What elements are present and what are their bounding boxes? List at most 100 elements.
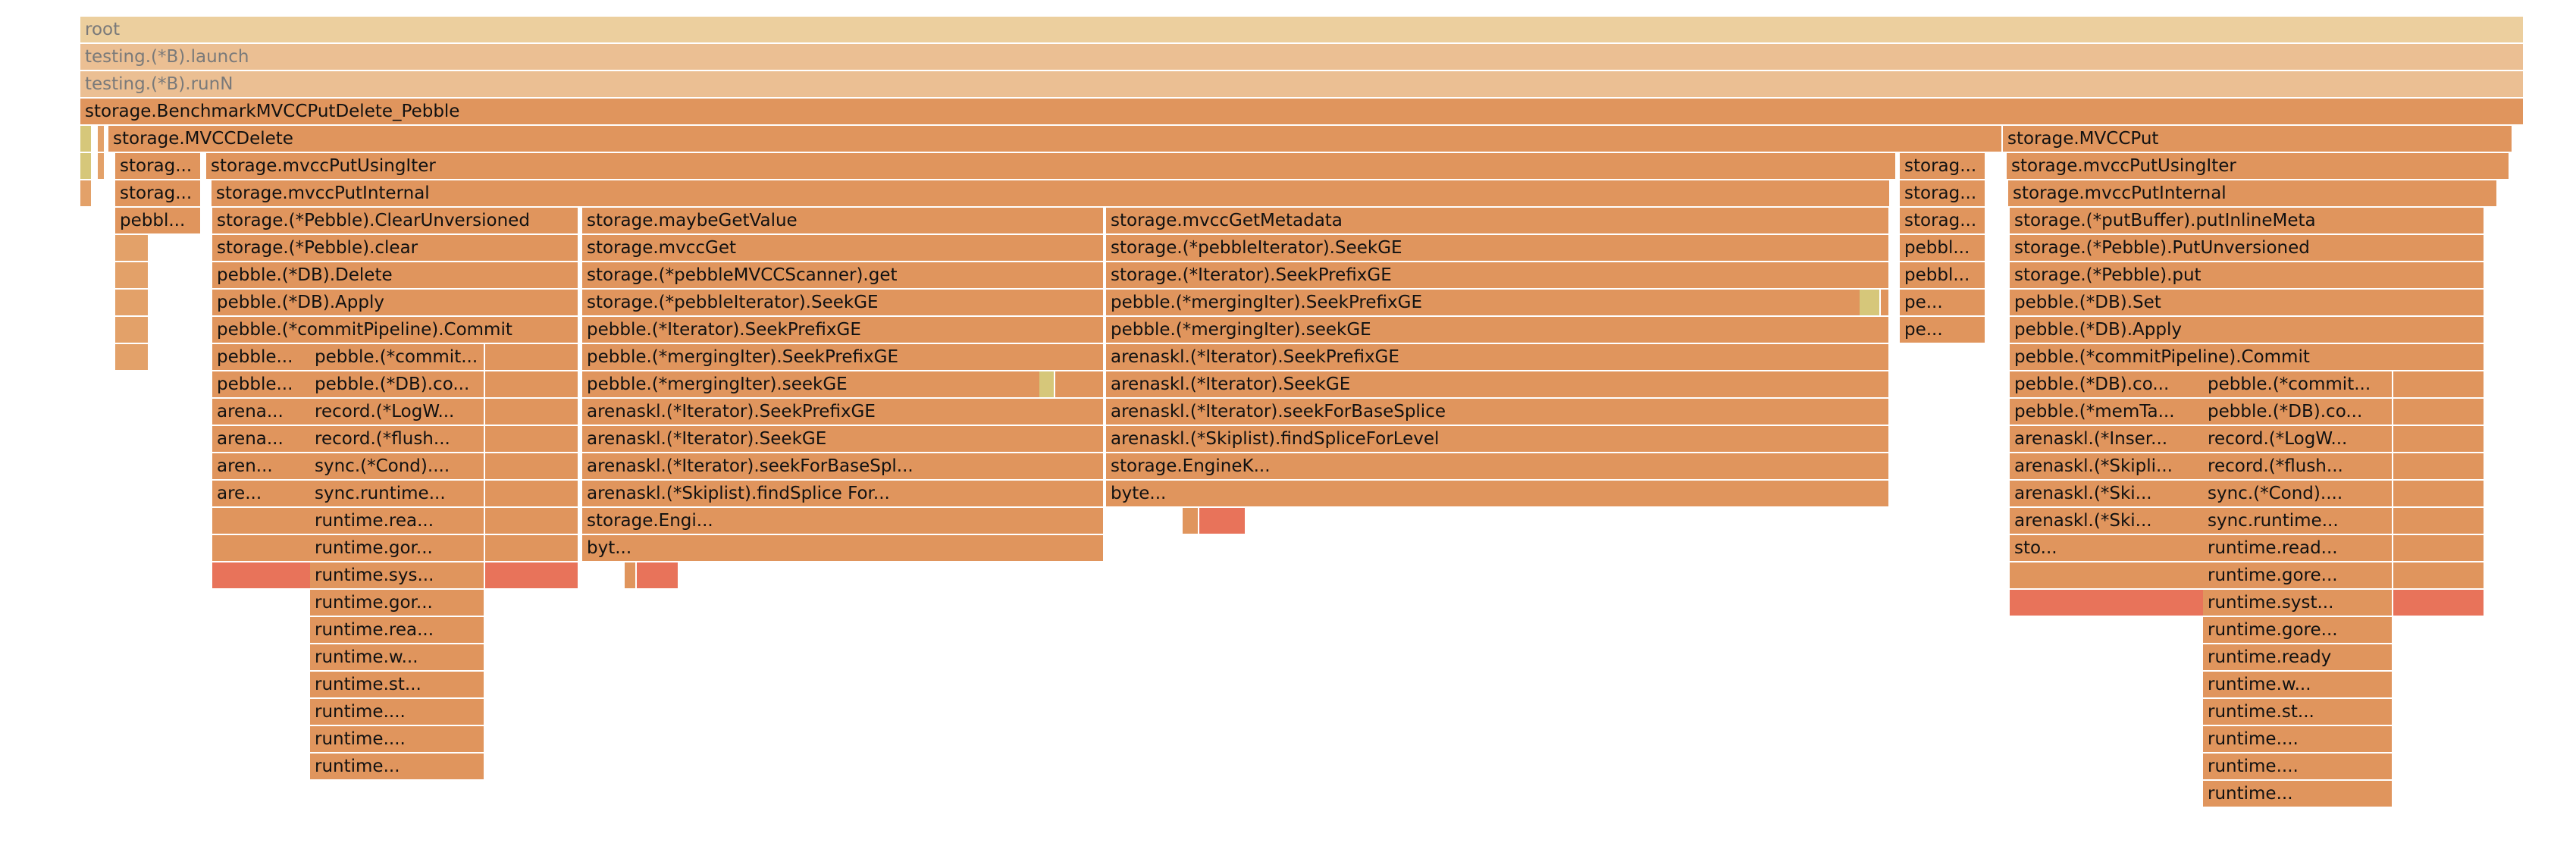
flame-frame[interactable]: storage.EngineK... [1106, 453, 1890, 479]
flame-frame[interactable]: arenaskl.(*Skiplist).findSpliceForLevel [1106, 426, 1890, 452]
flame-frame[interactable]: runtime... [310, 754, 485, 779]
flame-frame[interactable]: storage.MVCCDelete [108, 126, 2003, 152]
flame-frame[interactable]: root [80, 17, 2524, 42]
flame-frame[interactable]: sync.runtime... [310, 481, 485, 506]
flame-frame[interactable]: pebble.(*DB).co... [2203, 399, 2393, 425]
flame-frame[interactable]: arenaskl.(*Iterator).SeekGE [1106, 371, 1890, 397]
flame-frame[interactable]: storage.(*Pebble).clear [212, 235, 579, 261]
flame-frame[interactable]: storage.(*Pebble).ClearUnversioned [212, 208, 579, 233]
flame-frame[interactable] [80, 153, 92, 179]
flame-frame[interactable]: storag... [1900, 153, 1986, 179]
flame-frame[interactable]: pebble.(*mergingIter).SeekPrefixGE [582, 344, 1105, 370]
flame-frame[interactable] [115, 262, 149, 288]
flame-frame[interactable]: runtime.... [2203, 754, 2393, 779]
flame-frame[interactable]: runtime.gor... [310, 590, 485, 616]
flame-frame[interactable]: pebble.(*commitPipeline).Commit [212, 317, 579, 343]
flame-frame[interactable]: sync.(*Cond).... [310, 453, 485, 479]
flame-frame[interactable]: arenaskl.(*Iterator).seekForBaseSplice [1106, 399, 1890, 425]
flame-frame[interactable]: pebble.(*commitPipeline).Commit [2010, 344, 2485, 370]
flame-frame[interactable]: runtime.gore... [2203, 562, 2393, 588]
flame-frame[interactable]: storage.maybeGetValue [582, 208, 1105, 233]
flame-frame[interactable]: storage.(*pebbleIterator).SeekGE [1106, 235, 1890, 261]
flame-frame[interactable]: storag... [115, 153, 202, 179]
flame-frame[interactable] [1039, 371, 1055, 397]
flame-frame[interactable] [1860, 290, 1881, 315]
flame-frame[interactable]: byte... [1106, 481, 1890, 506]
flame-frame[interactable]: runtime.rea... [310, 617, 485, 643]
flame-frame[interactable] [98, 153, 105, 179]
flame-frame[interactable]: arenaskl.(*Iterator).SeekGE [582, 426, 1105, 452]
flame-frame[interactable]: pebble.(*Iterator).SeekPrefixGE [582, 317, 1105, 343]
flame-frame[interactable]: pe... [1900, 317, 1986, 343]
flame-frame[interactable]: pebble.(*mergingIter).seekGE [582, 371, 1105, 397]
flame-frame[interactable]: runtime.sys... [310, 562, 485, 588]
flame-frame[interactable]: runtime.w... [310, 644, 485, 670]
flame-frame[interactable]: pebble.(*commit... [2203, 371, 2393, 397]
flame-frame[interactable]: arenaskl.(*Iterator).SeekPrefixGE [1106, 344, 1890, 370]
flame-frame[interactable]: arenaskl.(*Iterator).seekForBaseSpl... [582, 453, 1105, 479]
flame-frame[interactable]: pebbl... [1900, 235, 1986, 261]
flame-frame[interactable]: pebble.(*DB).Apply [2010, 317, 2485, 343]
flame-frame[interactable] [637, 562, 679, 588]
flame-frame[interactable]: storage.Engi... [582, 508, 1105, 534]
flame-frame[interactable]: pebble.(*DB).Delete [212, 262, 579, 288]
flame-frame[interactable]: sync.runtime... [2203, 508, 2393, 534]
flame-frame[interactable] [625, 562, 637, 588]
flame-frame[interactable] [98, 126, 105, 152]
flame-frame[interactable] [115, 235, 149, 261]
flame-frame[interactable] [115, 317, 149, 343]
flame-frame[interactable]: runtime.w... [2203, 672, 2393, 697]
flame-frame[interactable]: storag... [1900, 180, 1986, 206]
flame-frame[interactable]: pe... [1900, 290, 1986, 315]
flame-frame[interactable]: arenaskl.(*Iterator).SeekPrefixGE [582, 399, 1105, 425]
flame-frame[interactable]: storage.(*Pebble).PutUnversioned [2010, 235, 2485, 261]
flame-frame[interactable] [115, 344, 149, 370]
flame-frame[interactable]: storage.MVCCPut [2003, 126, 2513, 152]
flame-frame[interactable]: runtime.syst... [2203, 590, 2393, 616]
flame-frame[interactable]: storage.mvccPutUsingIter [2007, 153, 2510, 179]
flame-frame[interactable]: storage.(*putBuffer).putInlineMeta [2010, 208, 2485, 233]
flame-frame[interactable]: storage.mvccGetMetadata [1106, 208, 1890, 233]
flame-frame[interactable]: testing.(*B).launch [80, 44, 2524, 70]
flame-frame[interactable]: pebble.(*DB).Set [2010, 290, 2485, 315]
flame-frame[interactable]: storage.BenchmarkMVCCPutDelete_Pebble [80, 99, 2524, 124]
flame-frame[interactable]: runtime.... [310, 726, 485, 752]
flame-frame[interactable]: pebbl... [115, 208, 202, 233]
flame-frame[interactable]: runtime.ready [2203, 644, 2393, 670]
flame-frame[interactable]: record.(*flush... [310, 426, 485, 452]
flame-frame[interactable]: runtime.read... [2203, 535, 2393, 561]
flame-frame[interactable]: storage.mvccGet [582, 235, 1105, 261]
flame-frame[interactable]: record.(*LogW... [310, 399, 485, 425]
flame-frame[interactable]: pebble.(*DB).co... [310, 371, 485, 397]
flame-frame[interactable] [80, 126, 92, 152]
flame-frame[interactable]: storage.mvccPutInternal [212, 180, 1891, 206]
flame-frame[interactable]: storage.(*Iterator).SeekPrefixGE [1106, 262, 1890, 288]
flame-frame[interactable]: runtime.gor... [310, 535, 485, 561]
flame-frame[interactable]: runtime.rea... [310, 508, 485, 534]
flame-frame[interactable]: testing.(*B).runN [80, 71, 2524, 97]
flame-frame[interactable]: runtime.st... [310, 672, 485, 697]
flame-frame[interactable]: runtime... [2203, 781, 2393, 807]
flame-frame[interactable] [115, 290, 149, 315]
flame-frame[interactable]: storag... [1900, 208, 1986, 233]
flame-frame[interactable]: pebbl... [1900, 262, 1986, 288]
flame-frame[interactable]: pebble.(*mergingIter).SeekPrefixGE [1106, 290, 1890, 315]
flame-frame[interactable]: record.(*flush... [2203, 453, 2393, 479]
flame-frame[interactable]: runtime.gore... [2203, 617, 2393, 643]
flame-frame[interactable]: runtime.st... [2203, 699, 2393, 725]
flame-frame[interactable]: pebble.(*mergingIter).seekGE [1106, 317, 1890, 343]
flame-frame[interactable]: pebble.(*commit... [310, 344, 485, 370]
flame-frame[interactable]: pebble.(*DB).Apply [212, 290, 579, 315]
flame-frame[interactable]: byt... [582, 535, 1105, 561]
flame-frame[interactable] [1183, 508, 1199, 534]
flame-frame[interactable]: arenaskl.(*Skiplist).findSplice For... [582, 481, 1105, 506]
flame-frame[interactable]: storage.(*pebbleIterator).SeekGE [582, 290, 1105, 315]
flame-frame[interactable]: runtime.... [2203, 726, 2393, 752]
flame-frame[interactable] [1199, 508, 1246, 534]
flame-frame[interactable]: storage.(*Pebble).put [2010, 262, 2485, 288]
flame-frame[interactable]: sync.(*Cond).... [2203, 481, 2393, 506]
flame-frame[interactable]: record.(*LogW... [2203, 426, 2393, 452]
flame-frame[interactable]: storage.mvccPutUsingIter [206, 153, 1897, 179]
flame-frame[interactable]: storage.mvccPutInternal [2008, 180, 2498, 206]
flame-frame[interactable]: storag... [115, 180, 202, 206]
